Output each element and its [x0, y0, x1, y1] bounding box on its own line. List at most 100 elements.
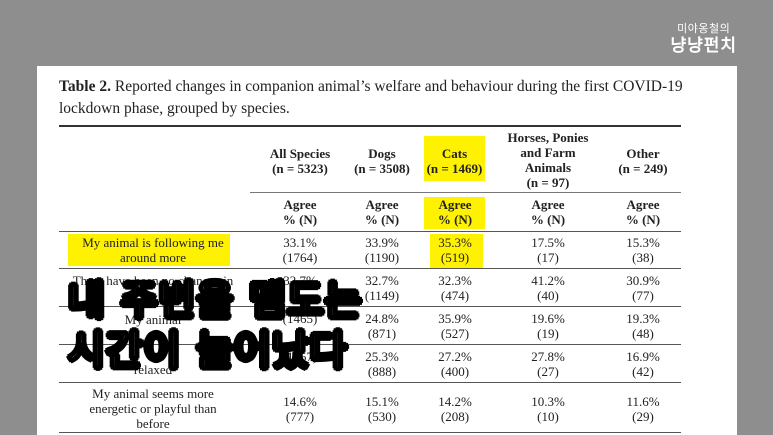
cell-count: (777) — [285, 409, 315, 424]
cell-count: (77) — [632, 288, 654, 303]
header-sub-rule — [250, 192, 681, 193]
cell-count: (1357) — [282, 349, 318, 364]
row-label-relaxed: relaxed — [133, 362, 173, 377]
row2-other: 30.9% (77) — [603, 273, 683, 303]
row-divider-3 — [59, 344, 681, 345]
cats-row1-highlight — [430, 234, 483, 268]
caption-text: Reported changes in companion animal’s w… — [59, 78, 683, 117]
cell-count: (400) — [440, 364, 470, 379]
row-divider-2 — [59, 306, 681, 307]
row4-other: 16.9% (42) — [603, 349, 683, 379]
cell-count: (10) — [537, 409, 559, 424]
column-name: All Species — [269, 146, 331, 161]
cell-count: (1149) — [364, 288, 400, 303]
row2-horses: 41.2% (40) — [508, 273, 588, 303]
cell-count: (27) — [537, 364, 559, 379]
cell-percent: 27.2% — [438, 349, 472, 364]
caption-label: Table 2. — [59, 78, 111, 95]
row-label-energetic: My animal seems more energetic or playfu… — [89, 386, 217, 431]
row3-horses: 19.6% (19) — [508, 311, 588, 341]
table-bottom-rule — [59, 432, 681, 433]
cell-percent: 41.2% — [531, 273, 565, 288]
column-n: (n = 1469) — [426, 161, 483, 176]
cell-count: (1465) — [282, 311, 318, 326]
cell-percent: 15.1% — [365, 394, 399, 409]
row1-other: 15.3% (38) — [603, 235, 683, 265]
cell-count: (42) — [632, 364, 654, 379]
cell-percent: 16.9% — [626, 349, 660, 364]
cell-count: (527) — [440, 326, 470, 341]
column-name: Cats — [441, 146, 468, 161]
header-bottom-rule — [59, 231, 681, 232]
row-label-following: My animal is following me around more — [82, 235, 224, 265]
column-header-other: Other (n = 249) — [610, 146, 676, 176]
cell-percent: 19.3% — [626, 311, 660, 326]
row2-cats: 32.3% (474) — [415, 273, 495, 303]
cell-count: (530) — [367, 409, 397, 424]
row-divider-4 — [59, 382, 681, 383]
cell-count: (17) — [537, 250, 559, 265]
logo-line-1: 미야옹철의 — [677, 22, 731, 35]
cats-subheader-highlight — [424, 197, 485, 229]
row-label-row3: My animal — [124, 312, 182, 327]
cell-percent: 15.3% — [626, 235, 660, 250]
column-n: (n = 3508) — [354, 161, 410, 176]
channel-logo: 미야옹철의 냥냥펀치 — [670, 22, 737, 56]
table-top-rule — [59, 125, 681, 127]
cell-count: (48) — [632, 326, 654, 341]
row2-dogs: 32.7% (1149) — [342, 273, 422, 303]
row1-dogs: 33.9% (1190) — [342, 235, 422, 265]
row4-all-species: (1357) — [260, 349, 340, 364]
cell-count: (474) — [440, 288, 470, 303]
subheader-all-species: Agree % (N) — [282, 197, 318, 227]
row5-other: 11.6% (29) — [603, 394, 683, 424]
cell-percent: 25.3% — [365, 349, 399, 364]
cell-percent: 35.9% — [438, 311, 472, 326]
row4-dogs: 25.3% (888) — [342, 349, 422, 379]
logo-line-2: 냥냥펀치 — [670, 36, 737, 56]
table-caption: Table 2. Reported changes in companion a… — [59, 76, 689, 120]
row4-horses: 27.8% (27) — [508, 349, 588, 379]
cell-percent: 32.7% — [283, 273, 317, 288]
cell-percent: 33.1% — [283, 235, 317, 250]
cell-count: (1764) — [282, 250, 318, 265]
cats-column-highlight — [424, 136, 485, 181]
subheader-dogs: Agree % (N) — [364, 197, 400, 227]
subtitle-line-1: 내 주변을 맴도는 — [67, 277, 363, 325]
row1-cats: 35.3% (519) — [415, 235, 495, 265]
column-header-horses: Horses, Ponies and Farm Animals (n = 97) — [503, 130, 593, 190]
column-name: Other — [626, 146, 660, 161]
cell-count: (29) — [632, 409, 654, 424]
row1-horses: 17.5% (17) — [508, 235, 588, 265]
cell-percent: 33.9% — [365, 235, 399, 250]
cell-percent: 32.7% — [365, 273, 399, 288]
cell-percent: 24.8% — [365, 311, 399, 326]
column-header-all-species: All Species (n = 5323) — [250, 146, 350, 176]
cell-count: (208) — [440, 409, 470, 424]
row3-dogs: 24.8% (871) — [342, 311, 422, 341]
row1-all-species: 33.1% (1764) — [260, 235, 340, 265]
cell-percent: 11.6% — [626, 394, 660, 409]
row5-cats: 14.2% (208) — [415, 394, 495, 424]
cell-percent: 14.6% — [283, 394, 317, 409]
column-header-cats: Cats (n = 1469) — [422, 146, 487, 176]
row2-all-species: 32.7% — [260, 273, 340, 288]
cell-count: (38) — [632, 250, 654, 265]
cell-count: (40) — [537, 288, 559, 303]
row5-all-species: 14.6% (777) — [260, 394, 340, 424]
cell-count: (888) — [367, 364, 397, 379]
subheader-cats: Agree % (N) — [437, 197, 473, 227]
row5-horses: 10.3% (10) — [508, 394, 588, 424]
cell-percent: 14.2% — [438, 394, 472, 409]
column-n: (n = 249) — [618, 161, 668, 176]
cell-percent: 19.6% — [531, 311, 565, 326]
cell-percent: 35.3% — [438, 235, 472, 250]
row-label-no-changes: There have been no changes in — [72, 273, 234, 288]
column-n: (n = 5323) — [272, 161, 328, 176]
row4-cats: 27.2% (400) — [415, 349, 495, 379]
cell-percent: 27.8% — [531, 349, 565, 364]
row3-cats: 35.9% (527) — [415, 311, 495, 341]
cell-percent: 10.3% — [531, 394, 565, 409]
subtitle-line-2: 시간이 늘어났다 — [67, 327, 348, 375]
subheader-other: Agree % (N) — [625, 197, 661, 227]
